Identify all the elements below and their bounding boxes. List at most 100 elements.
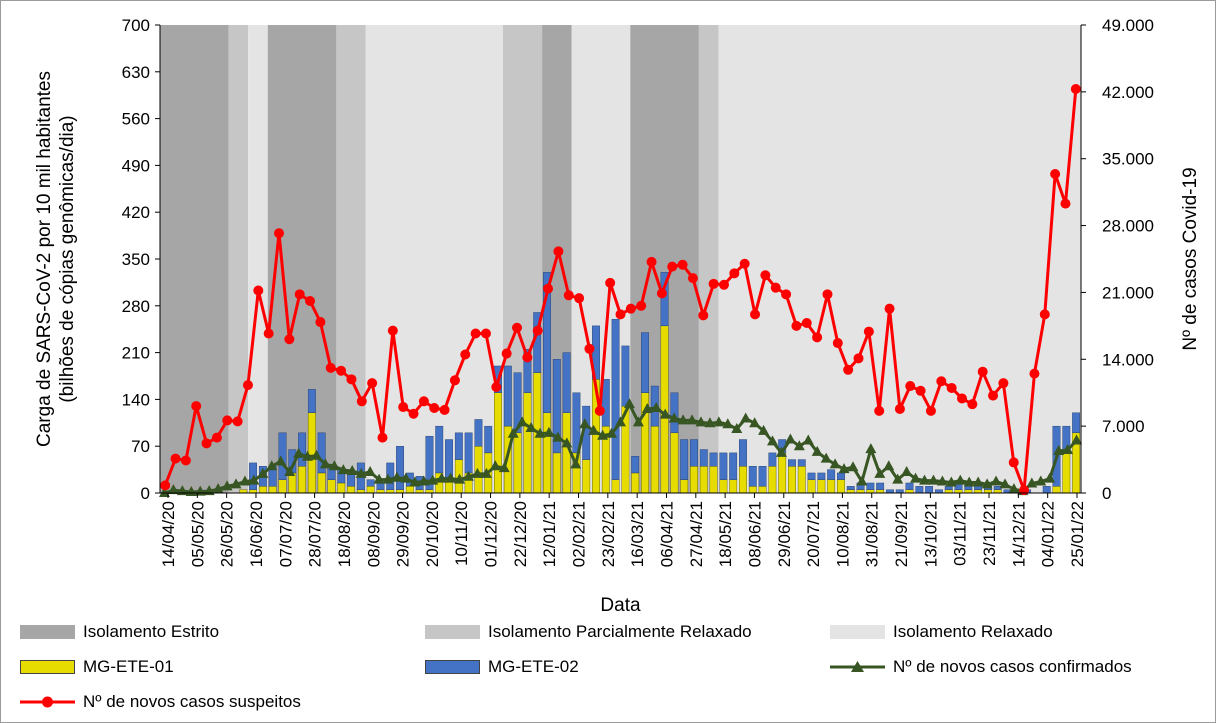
confirmados-point xyxy=(579,418,591,429)
bar-mg-ete-02 xyxy=(572,392,581,454)
confirmados-point xyxy=(293,447,305,458)
suspeitos-point xyxy=(512,322,523,333)
suspeitos-point xyxy=(729,268,740,279)
legend-swatch xyxy=(20,660,75,674)
suspeitos-point xyxy=(480,328,491,339)
bar-mg-ete-02 xyxy=(807,472,816,480)
confirmados-point xyxy=(507,427,519,438)
suspeitos-point xyxy=(429,402,440,413)
bar-mg-ete-02 xyxy=(621,345,630,407)
y-tick-label: 420 xyxy=(122,203,150,222)
x-tick-label: 23/11/21 xyxy=(980,501,999,566)
period-band xyxy=(248,25,268,493)
y2-tick-label: 28.000 xyxy=(1102,217,1154,236)
bar-mg-ete-02 xyxy=(739,439,747,467)
y-tick-label: 630 xyxy=(122,63,150,82)
bar-mg-ete-02 xyxy=(641,332,649,393)
confirmados-point xyxy=(302,450,314,461)
confirmados-point xyxy=(158,487,170,497)
y-tick-label: 350 xyxy=(122,250,150,269)
suspeitos-point xyxy=(967,399,978,410)
bar-mg-ete-02 xyxy=(817,472,826,480)
suspeitos-point xyxy=(439,404,450,415)
suspeitos-point xyxy=(501,348,512,359)
legend-label: Isolamento Parcialmente Relaxado xyxy=(488,622,752,641)
confirmados-point xyxy=(1062,444,1074,455)
bar-mg-ete-02 xyxy=(307,389,316,413)
suspeitos-point xyxy=(667,261,678,272)
suspeitos-point xyxy=(646,256,657,267)
suspeitos-point xyxy=(325,362,336,373)
bar-mg-ete-01 xyxy=(386,489,395,494)
bar-mg-ete-02 xyxy=(748,466,757,487)
bar-mg-ete-02 xyxy=(601,379,610,427)
confirmados-point xyxy=(275,455,287,466)
bar-mg-ete-02 xyxy=(837,472,845,480)
x-tick-label: 03/11/21 xyxy=(951,501,970,566)
x-tick-label: 06/04/21 xyxy=(657,501,676,567)
bar-mg-ete-01 xyxy=(307,412,316,494)
bar-mg-ete-01 xyxy=(680,479,689,494)
confirmados-point xyxy=(936,475,948,486)
confirmados-point xyxy=(355,467,367,478)
confirmados-point xyxy=(185,486,197,497)
bar-mg-ete-02 xyxy=(670,392,679,434)
bar-mg-ete-01 xyxy=(405,486,414,494)
legend-swatch xyxy=(425,660,480,674)
confirmados-point xyxy=(212,483,224,494)
suspeitos-point xyxy=(398,402,409,413)
suspeitos-point xyxy=(915,385,926,396)
legend-item-isolamento-estrito: Isolamento Estrito xyxy=(20,622,219,642)
bar-mg-ete-01 xyxy=(748,486,757,494)
bar-mg-ete-02 xyxy=(396,446,404,490)
confirmados-point xyxy=(623,398,635,409)
bar-mg-ete-01 xyxy=(788,466,796,494)
suspeitos-point xyxy=(367,378,378,389)
suspeitos-point xyxy=(905,381,916,392)
bar-mg-ete-02 xyxy=(1072,412,1081,434)
bar-mg-ete-01 xyxy=(739,466,747,494)
confirmados-point xyxy=(409,476,421,487)
legend-label: Nº de novos casos suspeitos xyxy=(83,692,301,711)
suspeitos-point xyxy=(708,278,719,289)
y-tick-label: 560 xyxy=(122,110,150,129)
confirmados-point xyxy=(695,416,707,427)
suspeitos-point xyxy=(615,309,626,320)
suspeitos-point xyxy=(1019,485,1030,496)
bar-mg-ete-01 xyxy=(660,325,669,494)
x-tick-label: 08/06/21 xyxy=(745,501,764,567)
confirmados-point xyxy=(436,472,448,483)
y-axis-title: Carga de SARS-CoV-2 por 10 mil habitante… xyxy=(34,71,78,447)
confirmados-point xyxy=(454,473,466,484)
confirmados-point xyxy=(167,484,179,495)
suspeitos-point xyxy=(170,453,181,464)
bar-mg-ete-01 xyxy=(964,489,973,494)
confirmados-point xyxy=(793,440,805,451)
bar-mg-ete-02 xyxy=(719,452,728,480)
suspeitos-point xyxy=(532,325,543,336)
confirmados-point xyxy=(516,416,528,427)
legend-swatch xyxy=(830,625,885,639)
confirmados-point xyxy=(677,414,689,425)
suspeitos-point xyxy=(998,378,1009,389)
x-tick-label: 10/08/21 xyxy=(833,501,852,567)
confirmados-point xyxy=(337,464,349,475)
bar-mg-ete-02 xyxy=(788,459,796,467)
confirmados-point xyxy=(445,472,457,483)
x-axis-title: Data xyxy=(600,595,641,616)
suspeitos-point xyxy=(284,334,295,345)
suspeitos-point xyxy=(770,282,781,293)
bar-mg-ete-01 xyxy=(866,489,875,494)
bar-mg-ete-02 xyxy=(690,439,698,467)
x-tick-label: 14/04/20 xyxy=(159,501,178,567)
x-tick-label: 12/01/21 xyxy=(540,501,559,567)
bar-mg-ete-01 xyxy=(699,466,708,494)
suspeitos-point xyxy=(977,366,988,377)
suspeitos-point xyxy=(553,246,564,257)
confirmados-point xyxy=(615,416,626,427)
suspeitos-point xyxy=(191,401,202,412)
confirmados-point xyxy=(892,473,904,484)
confirmados-point xyxy=(373,473,385,484)
bar-mg-ete-01 xyxy=(944,489,953,494)
bar-mg-ete-01 xyxy=(817,479,826,494)
